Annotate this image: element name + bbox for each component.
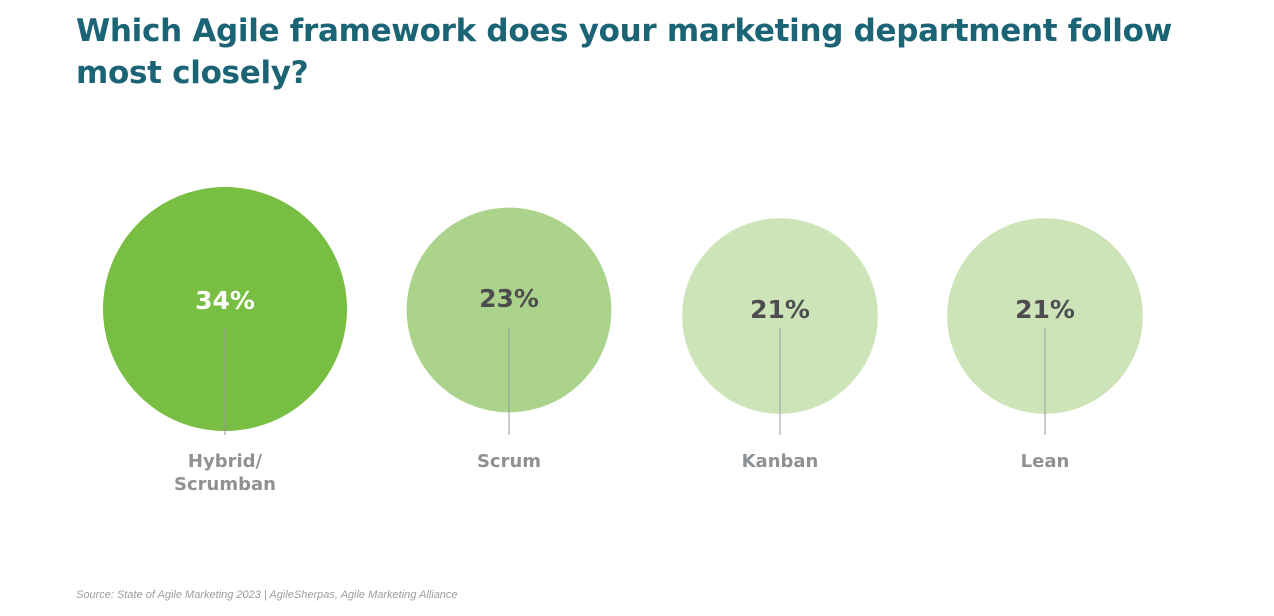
- bubble-0: [103, 187, 347, 431]
- category-label: Scrum: [476, 451, 542, 472]
- value-label: 34%: [195, 286, 255, 315]
- category-label: Hybrid/ Scrumban: [174, 451, 276, 495]
- chart-title: Which Agile framework does your marketin…: [76, 13, 1172, 91]
- source-note: Source: State of Agile Marketing 2023 | …: [76, 589, 458, 601]
- bubble-2: [682, 218, 878, 414]
- value-label: 21%: [750, 295, 810, 324]
- value-label: 23%: [479, 284, 539, 313]
- bubble-3: [947, 218, 1143, 414]
- category-label: Lean: [1020, 451, 1070, 472]
- category-label: Kanban: [741, 451, 819, 472]
- bubble-1: [406, 207, 612, 413]
- value-label: 21%: [1015, 295, 1075, 324]
